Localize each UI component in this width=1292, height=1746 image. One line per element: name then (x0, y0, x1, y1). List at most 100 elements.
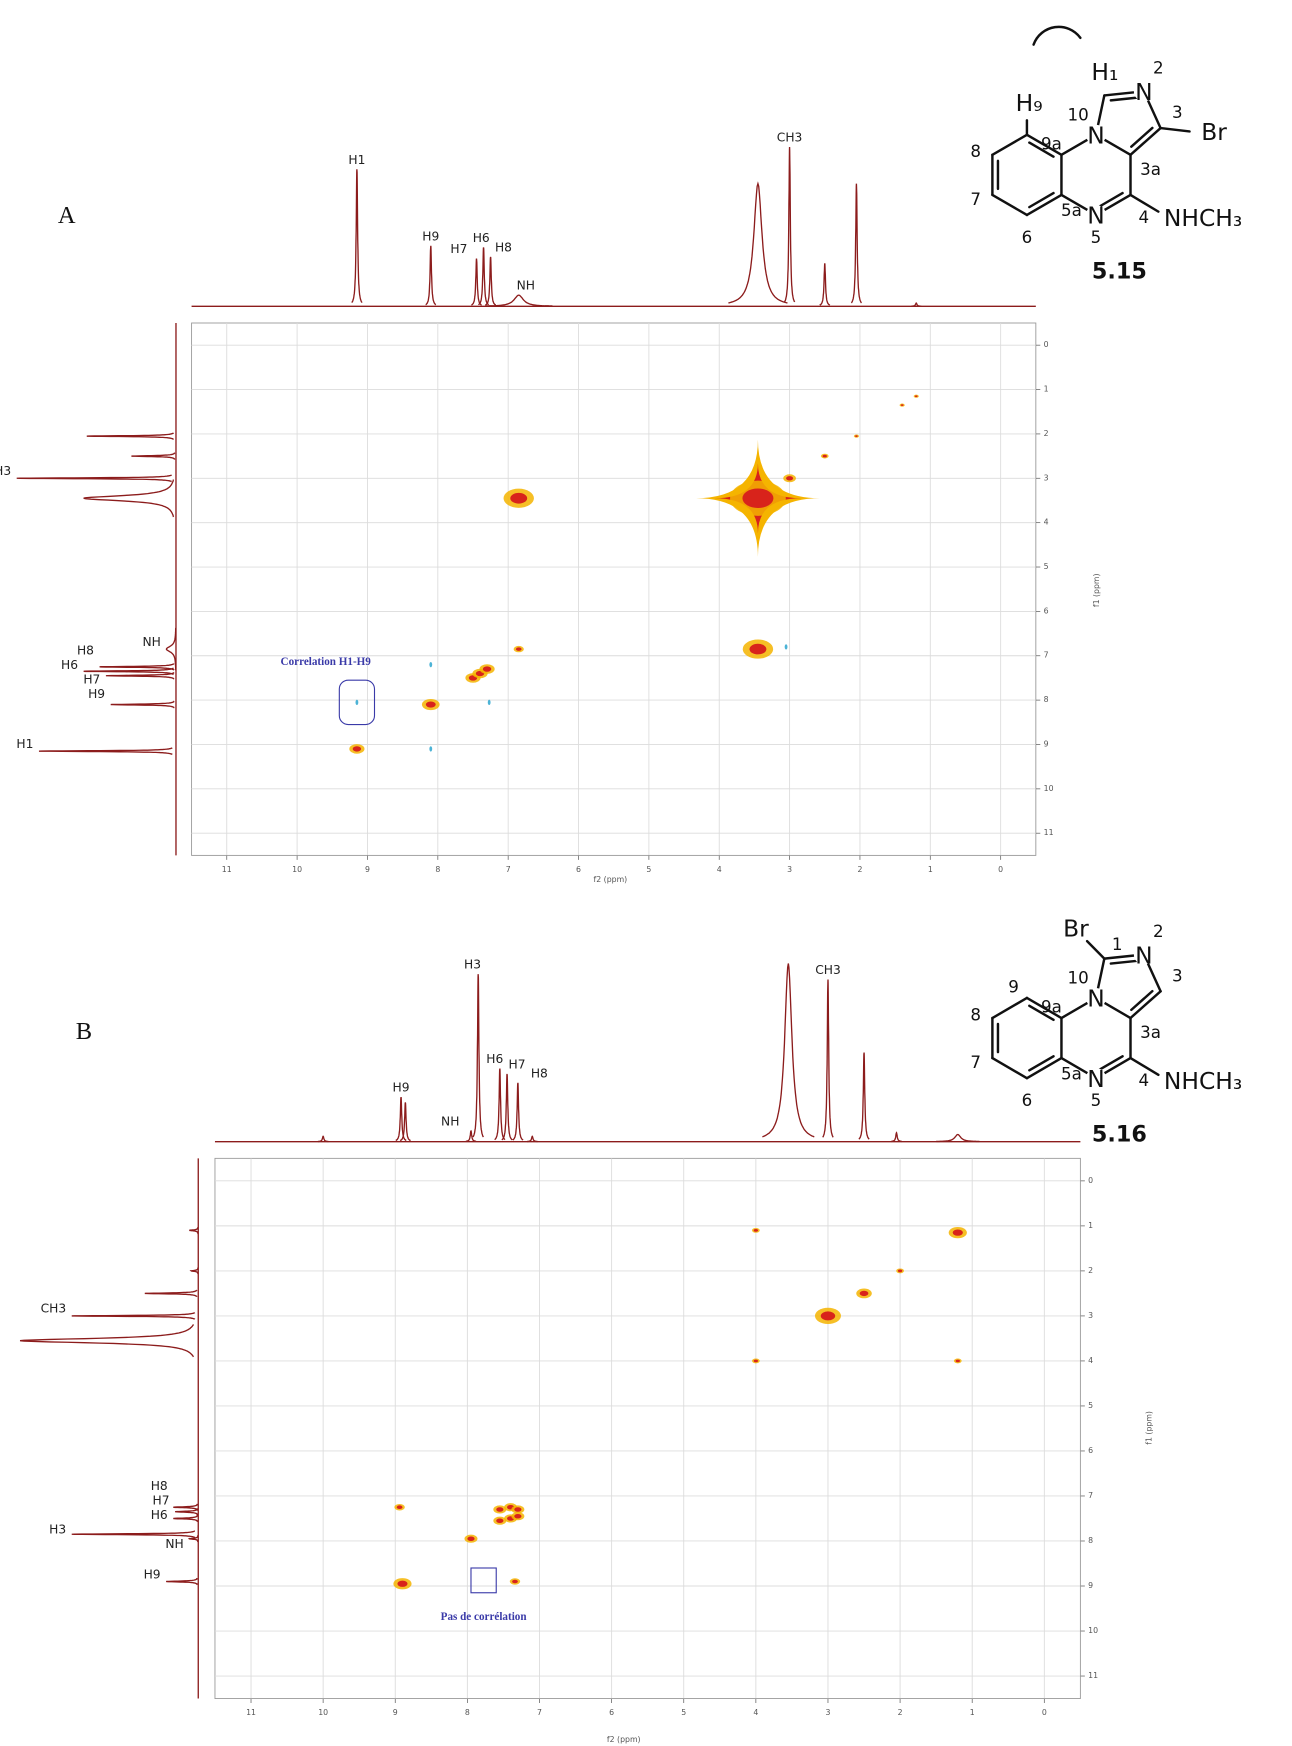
bond (1097, 1055, 1124, 1072)
y-tick-label: 8 (1088, 1536, 1093, 1545)
spectrum-peak (501, 1073, 513, 1141)
peak-label: H9 (393, 1081, 410, 1095)
peak-core (900, 404, 904, 406)
y-tick-label: 1 (1044, 385, 1049, 394)
peak-core (397, 1580, 408, 1587)
peak-core (482, 666, 492, 672)
spectrum-peak (819, 263, 831, 306)
atom-label: 5a (1061, 200, 1082, 220)
spectrum-peak (471, 258, 482, 306)
bond (1129, 1056, 1160, 1077)
y-tick-label: 1 (1088, 1221, 1093, 1230)
atom-label: 5 (1091, 1090, 1102, 1110)
spectrum-peak (728, 181, 788, 304)
peak-core (514, 1507, 522, 1512)
x-tick-label: 1 (970, 1708, 975, 1717)
bond (1025, 133, 1063, 157)
spectrum-peak (395, 1096, 407, 1142)
peak-core (753, 1359, 759, 1363)
x-tick-label: 11 (246, 1708, 256, 1717)
peak-label: CH3 (41, 1302, 67, 1316)
atom-mask (1085, 204, 1107, 225)
spectrum-peak (187, 1535, 199, 1543)
x-tick-label: 3 (825, 1708, 830, 1717)
y-tick-label: 9 (1044, 739, 1049, 748)
peak-core (859, 1290, 869, 1297)
x-tick-label: 0 (1042, 1708, 1047, 1717)
x-tick-label: 2 (857, 865, 862, 874)
spectrum-peak (762, 963, 815, 1138)
bond (991, 996, 1029, 1020)
peak-label: NH (142, 635, 160, 649)
negative-peak (355, 699, 359, 705)
x-tick-label: 0 (998, 865, 1003, 874)
peak-core (742, 488, 774, 509)
peak-label: H9 (144, 1567, 161, 1581)
atom-label: 9a (1041, 996, 1062, 1016)
y-axis-label: f1 (ppm) (1092, 573, 1101, 607)
peak-core (512, 1579, 518, 1584)
peak-label: H8 (151, 1479, 168, 1493)
peak-core (496, 1518, 504, 1523)
atom-label: 6 (1022, 227, 1033, 247)
spectrum-peak (174, 1508, 199, 1516)
y-axis-label: f1 (ppm) (1144, 1411, 1153, 1445)
peak-label: H8 (531, 1066, 548, 1080)
x-tick-label: 10 (318, 1708, 328, 1717)
spectrum-peak (911, 302, 922, 307)
annotation-box (338, 679, 376, 726)
atom-label: 3 (1172, 965, 1183, 985)
atom-label: 4 (1139, 1070, 1150, 1090)
atom-mask (1133, 81, 1154, 102)
peak-label: H9 (422, 229, 439, 243)
bond (1028, 141, 1055, 158)
x-tick-label: 9 (365, 865, 370, 874)
atom-label: 5 (1091, 227, 1102, 247)
spectrum-peak (144, 1289, 198, 1298)
peak-core (786, 476, 794, 481)
atom-label: Br (1201, 118, 1227, 146)
peak-core (514, 1513, 522, 1519)
atom-label: 7 (970, 189, 981, 209)
spectrum-peak (850, 183, 862, 304)
peak-core (820, 1311, 836, 1321)
spectrum-peak (38, 747, 173, 755)
spectrum-peak (399, 1102, 411, 1142)
peak-label: H6 (61, 658, 78, 672)
x-tick-label: 4 (717, 865, 722, 874)
y-tick-label: 9 (1088, 1581, 1093, 1590)
bond (1109, 959, 1140, 965)
spectrum-peak (189, 1226, 199, 1235)
spectrum-peak (83, 479, 175, 518)
peak-label: NH (165, 1537, 183, 1551)
bond (1028, 1055, 1055, 1072)
x-axis-label: f2 (ppm) (607, 1735, 641, 1744)
spectrum-peak (485, 256, 497, 306)
spectrum-peak (19, 1324, 195, 1358)
x-tick-label: 11 (222, 865, 232, 874)
x-tick-label: 9 (393, 1708, 398, 1717)
bond (1025, 193, 1063, 217)
spectrum-peak (105, 672, 175, 680)
atom-label: 9 (1008, 976, 1019, 996)
arc (1032, 25, 1082, 46)
spectrum-peak (494, 1068, 506, 1141)
spectrum-peak (71, 1530, 196, 1538)
peak-core (352, 746, 362, 752)
spectrum-peak (512, 1082, 524, 1141)
atom-label: 3 (1172, 102, 1183, 122)
bond (1025, 996, 1063, 1020)
compound-label: 5.16 (1092, 1121, 1147, 1147)
peak-core (749, 643, 767, 655)
atom-mask (1085, 987, 1107, 1008)
atom-label: 10 (1068, 104, 1089, 124)
atom-label: H₉ (1016, 89, 1043, 117)
atom-mask (1085, 124, 1107, 145)
spectrum-peak (317, 1135, 329, 1143)
negative-peak (429, 746, 433, 752)
spectrum-peak (783, 147, 796, 303)
atom-label: 2 (1153, 921, 1164, 941)
y-tick-label: 2 (1088, 1266, 1093, 1275)
plot-area (214, 1157, 1081, 1699)
y-tick-label: 6 (1088, 1446, 1093, 1455)
